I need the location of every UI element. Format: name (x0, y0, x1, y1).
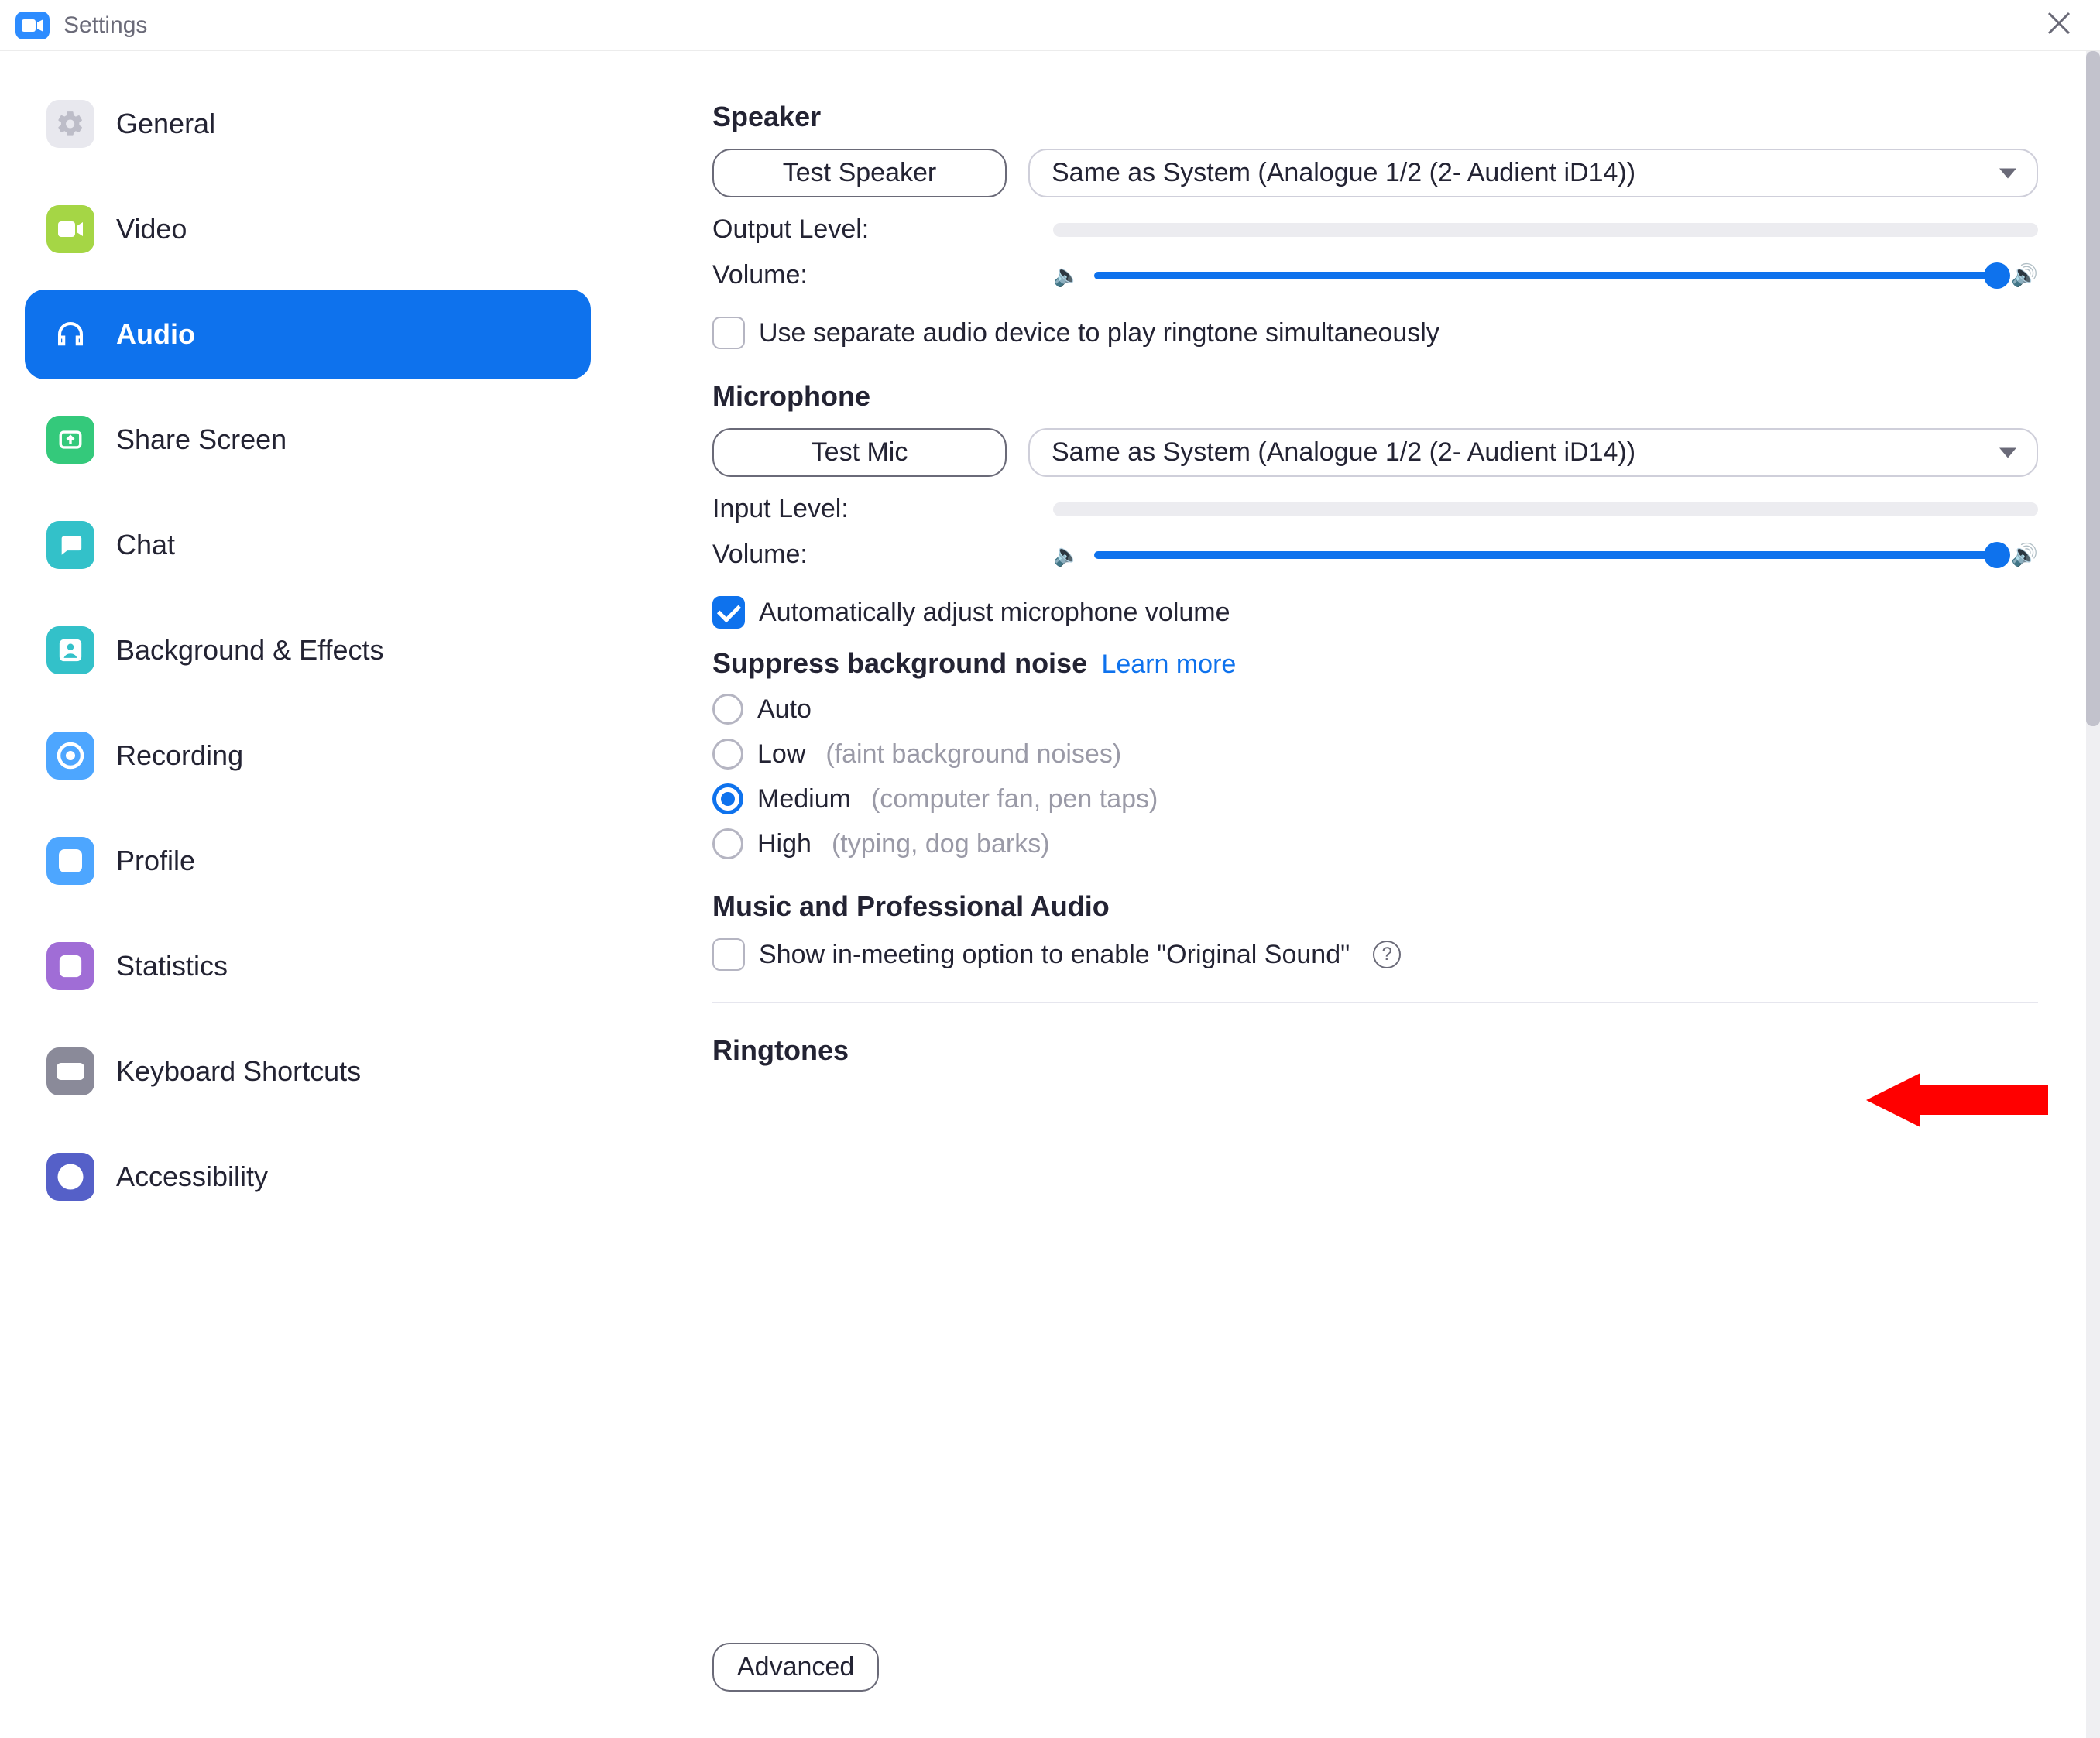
chat-icon (46, 521, 94, 569)
suppress-option-medium[interactable]: Medium (computer fan, pen taps) (712, 783, 2038, 814)
radio-hint: (faint background noises) (825, 739, 1121, 770)
volume-high-icon: 🔊 (2011, 262, 2038, 288)
ringtone-device-label: Use separate audio device to play ringto… (759, 318, 1439, 348)
volume-low-icon: 🔈 (1053, 262, 1080, 288)
microphone-heading: Microphone (712, 380, 2038, 413)
accessibility-icon (46, 1153, 94, 1201)
sidebar-item-keyboard-shortcuts[interactable]: Keyboard Shortcuts (25, 1027, 591, 1116)
radio-label: Medium (757, 784, 851, 814)
mic-input-level (1053, 502, 2038, 516)
volume-low-icon: 🔈 (1053, 542, 1080, 567)
sidebar-item-label: Statistics (116, 950, 228, 982)
suppress-option-auto[interactable]: Auto (712, 694, 2038, 725)
radio-hint: (computer fan, pen taps) (871, 784, 1158, 814)
titlebar: Settings (0, 0, 2100, 51)
callout-arrow (1866, 1058, 2052, 1143)
sidebar-item-video[interactable]: Video (25, 184, 591, 274)
auto-adjust-checkbox[interactable] (712, 596, 745, 629)
ringtone-device-checkbox[interactable] (712, 317, 745, 349)
test-mic-button[interactable]: Test Mic (712, 428, 1007, 477)
speaker-output-level (1053, 223, 2038, 237)
suppress-option-low[interactable]: Low (faint background noises) (712, 739, 2038, 770)
divider (712, 1002, 2038, 1003)
radio-hint: (typing, dog barks) (832, 829, 1050, 859)
radio-label: High (757, 829, 812, 859)
radio-icon (712, 783, 743, 814)
music-heading: Music and Professional Audio (712, 890, 2038, 923)
sidebar-item-share-screen[interactable]: Share Screen (25, 395, 591, 485)
sidebar-item-audio[interactable]: Audio (25, 290, 591, 379)
original-sound-label: Show in-meeting option to enable "Origin… (759, 940, 1350, 970)
sidebar-item-label: Accessibility (116, 1160, 268, 1193)
input-level-label: Input Level: (712, 494, 1053, 524)
sidebar-item-statistics[interactable]: Statistics (25, 921, 591, 1011)
suppress-option-high[interactable]: High (typing, dog barks) (712, 828, 2038, 859)
sidebar-item-label: Keyboard Shortcuts (116, 1055, 361, 1088)
speaker-volume-slider[interactable] (1094, 272, 1997, 279)
sidebar-item-recording[interactable]: Recording (25, 711, 591, 800)
auto-adjust-label: Automatically adjust microphone volume (759, 598, 1230, 628)
record-icon (46, 732, 94, 780)
help-icon[interactable]: ? (1373, 941, 1401, 968)
sidebar-item-general[interactable]: General (25, 79, 591, 169)
sidebar-item-profile[interactable]: Profile (25, 816, 591, 906)
advanced-button[interactable]: Advanced (712, 1643, 879, 1692)
speaker-device-value: Same as System (Analogue 1/2 (2- Audient… (1052, 158, 1635, 187)
mic-volume-label: Volume: (712, 540, 1053, 570)
sidebar-item-label: General (116, 108, 215, 140)
mic-device-select[interactable]: Same as System (Analogue 1/2 (2- Audient… (1028, 428, 2038, 477)
sidebar-item-label: Chat (116, 529, 175, 561)
original-sound-checkbox[interactable] (712, 938, 745, 971)
person-icon (46, 626, 94, 674)
sidebar-item-background-effects[interactable]: Background & Effects (25, 605, 591, 695)
close-icon[interactable] (2040, 5, 2078, 46)
suppress-heading: Suppress background noise (712, 647, 1087, 679)
radio-icon (712, 739, 743, 770)
sidebar-item-label: Share Screen (116, 423, 287, 456)
sidebar-item-label: Background & Effects (116, 634, 384, 667)
camera-icon (46, 205, 94, 253)
keyboard-icon (46, 1047, 94, 1095)
radio-label: Auto (757, 694, 812, 725)
speaker-volume-label: Volume: (712, 260, 1053, 290)
content-pane: Speaker Test Speaker Same as System (Ana… (619, 51, 2100, 1738)
profile-icon (46, 837, 94, 885)
window-title: Settings (63, 12, 147, 39)
suppress-radio-group: Auto Low (faint background noises) Medium (c… (712, 694, 2038, 859)
ringtones-heading: Ringtones (712, 1034, 2038, 1067)
sidebar-item-accessibility[interactable]: Accessibility (25, 1132, 591, 1222)
speaker-heading: Speaker (712, 101, 2038, 133)
mic-device-value: Same as System (Analogue 1/2 (2- Audient… (1052, 437, 1635, 467)
main-container: General Video Audio Share Screen Chat Backgro… (0, 51, 2100, 1738)
radio-icon (712, 694, 743, 725)
stats-icon (46, 942, 94, 990)
sidebar-item-chat[interactable]: Chat (25, 500, 591, 590)
radio-icon (712, 828, 743, 859)
radio-label: Low (757, 739, 805, 770)
sidebar-item-label: Profile (116, 845, 195, 877)
sidebar-item-label: Video (116, 213, 187, 245)
share-icon (46, 416, 94, 464)
app-icon (15, 12, 50, 39)
gear-icon (46, 100, 94, 148)
suppress-learn-more-link[interactable]: Learn more (1101, 650, 1236, 679)
scrollbar[interactable] (2086, 51, 2100, 1738)
volume-high-icon: 🔊 (2011, 542, 2038, 567)
speaker-device-select[interactable]: Same as System (Analogue 1/2 (2- Audient… (1028, 149, 2038, 197)
sidebar: General Video Audio Share Screen Chat Backgro… (0, 51, 619, 1738)
mic-volume-slider[interactable] (1094, 551, 1997, 559)
test-speaker-button[interactable]: Test Speaker (712, 149, 1007, 197)
output-level-label: Output Level: (712, 214, 1053, 245)
headphone-icon (46, 310, 94, 358)
sidebar-item-label: Recording (116, 739, 243, 772)
sidebar-item-label: Audio (116, 318, 195, 351)
